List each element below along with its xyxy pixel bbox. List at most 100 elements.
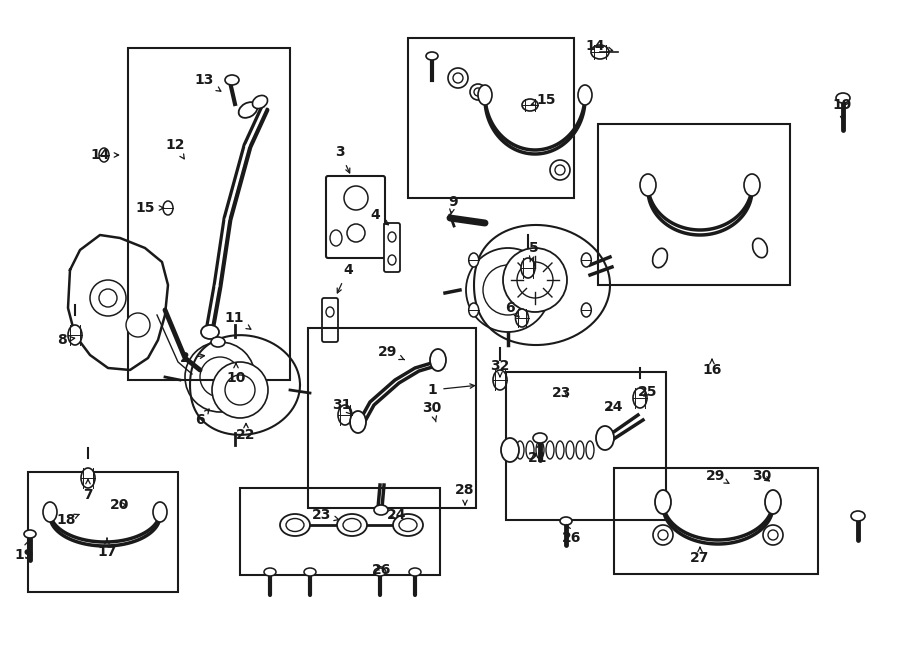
Text: 23: 23 <box>553 386 572 400</box>
Circle shape <box>768 530 778 540</box>
Ellipse shape <box>546 441 554 459</box>
Ellipse shape <box>264 568 276 576</box>
Circle shape <box>212 362 268 418</box>
Circle shape <box>483 265 533 315</box>
Circle shape <box>517 262 553 298</box>
Ellipse shape <box>426 52 438 60</box>
Ellipse shape <box>560 517 572 525</box>
Text: 13: 13 <box>194 73 220 91</box>
Circle shape <box>555 165 565 175</box>
Ellipse shape <box>238 102 257 118</box>
Bar <box>506 372 666 520</box>
Text: 27: 27 <box>690 547 710 565</box>
Bar <box>240 488 440 575</box>
Circle shape <box>453 73 463 83</box>
Ellipse shape <box>399 518 417 532</box>
Text: 24: 24 <box>604 400 624 414</box>
Ellipse shape <box>556 441 564 459</box>
Ellipse shape <box>81 468 95 488</box>
Text: 14: 14 <box>585 39 613 53</box>
Text: 11: 11 <box>224 311 251 329</box>
Ellipse shape <box>836 93 850 103</box>
Ellipse shape <box>24 530 36 538</box>
Ellipse shape <box>374 568 386 576</box>
Text: 15: 15 <box>135 201 164 215</box>
Text: 29: 29 <box>706 469 729 483</box>
Text: 18: 18 <box>57 513 79 527</box>
Text: 19: 19 <box>14 541 33 562</box>
Ellipse shape <box>211 337 225 347</box>
Text: 31: 31 <box>332 398 352 415</box>
Ellipse shape <box>516 309 528 327</box>
Ellipse shape <box>99 148 109 162</box>
Circle shape <box>448 68 468 88</box>
Text: 17: 17 <box>97 538 117 559</box>
Text: 1: 1 <box>428 383 474 397</box>
Ellipse shape <box>343 518 361 532</box>
Circle shape <box>763 525 783 545</box>
Ellipse shape <box>326 307 334 317</box>
Circle shape <box>550 160 570 180</box>
Text: 25: 25 <box>638 385 658 399</box>
Circle shape <box>466 248 550 332</box>
Bar <box>128 48 290 380</box>
Ellipse shape <box>393 514 423 536</box>
Text: 14: 14 <box>90 148 119 162</box>
Circle shape <box>503 248 567 312</box>
Ellipse shape <box>765 490 781 514</box>
Circle shape <box>474 88 482 96</box>
Text: 15: 15 <box>531 93 556 107</box>
Ellipse shape <box>501 438 519 462</box>
Ellipse shape <box>388 255 396 265</box>
Text: 6: 6 <box>195 409 209 427</box>
Ellipse shape <box>744 174 760 196</box>
Text: 3: 3 <box>335 145 350 173</box>
Text: 2: 2 <box>180 351 204 365</box>
Ellipse shape <box>591 45 609 59</box>
Bar <box>28 472 178 592</box>
Circle shape <box>200 357 240 397</box>
Ellipse shape <box>596 426 614 450</box>
Text: 8: 8 <box>57 333 75 347</box>
Ellipse shape <box>286 518 304 532</box>
Circle shape <box>99 289 117 307</box>
Ellipse shape <box>752 238 768 258</box>
FancyBboxPatch shape <box>322 298 338 342</box>
Text: 26: 26 <box>373 563 392 577</box>
Ellipse shape <box>851 511 865 521</box>
Circle shape <box>225 375 255 405</box>
Circle shape <box>347 224 365 242</box>
FancyBboxPatch shape <box>326 176 385 258</box>
Bar <box>408 38 574 198</box>
Text: 30: 30 <box>422 401 442 422</box>
Circle shape <box>344 186 368 210</box>
Text: 23: 23 <box>312 508 339 522</box>
Circle shape <box>470 84 486 100</box>
Ellipse shape <box>330 230 342 246</box>
Ellipse shape <box>280 514 310 536</box>
Text: 9: 9 <box>448 195 458 214</box>
Ellipse shape <box>581 253 591 267</box>
Text: 4: 4 <box>370 208 389 224</box>
Ellipse shape <box>253 95 267 109</box>
Text: 21: 21 <box>528 444 548 465</box>
Ellipse shape <box>201 325 219 339</box>
Ellipse shape <box>516 441 524 459</box>
Ellipse shape <box>566 441 574 459</box>
Text: 24: 24 <box>387 508 407 522</box>
Bar <box>598 124 790 285</box>
Text: 29: 29 <box>378 345 404 359</box>
Ellipse shape <box>493 370 507 390</box>
Text: 28: 28 <box>455 483 475 504</box>
FancyBboxPatch shape <box>384 223 400 272</box>
Ellipse shape <box>581 303 591 317</box>
Ellipse shape <box>526 441 534 459</box>
Text: 16: 16 <box>702 359 722 377</box>
Ellipse shape <box>374 505 388 515</box>
Ellipse shape <box>522 99 538 111</box>
Text: 5: 5 <box>529 241 539 261</box>
Ellipse shape <box>68 325 82 345</box>
Ellipse shape <box>409 568 421 576</box>
Text: 20: 20 <box>111 498 130 512</box>
Ellipse shape <box>536 441 544 459</box>
